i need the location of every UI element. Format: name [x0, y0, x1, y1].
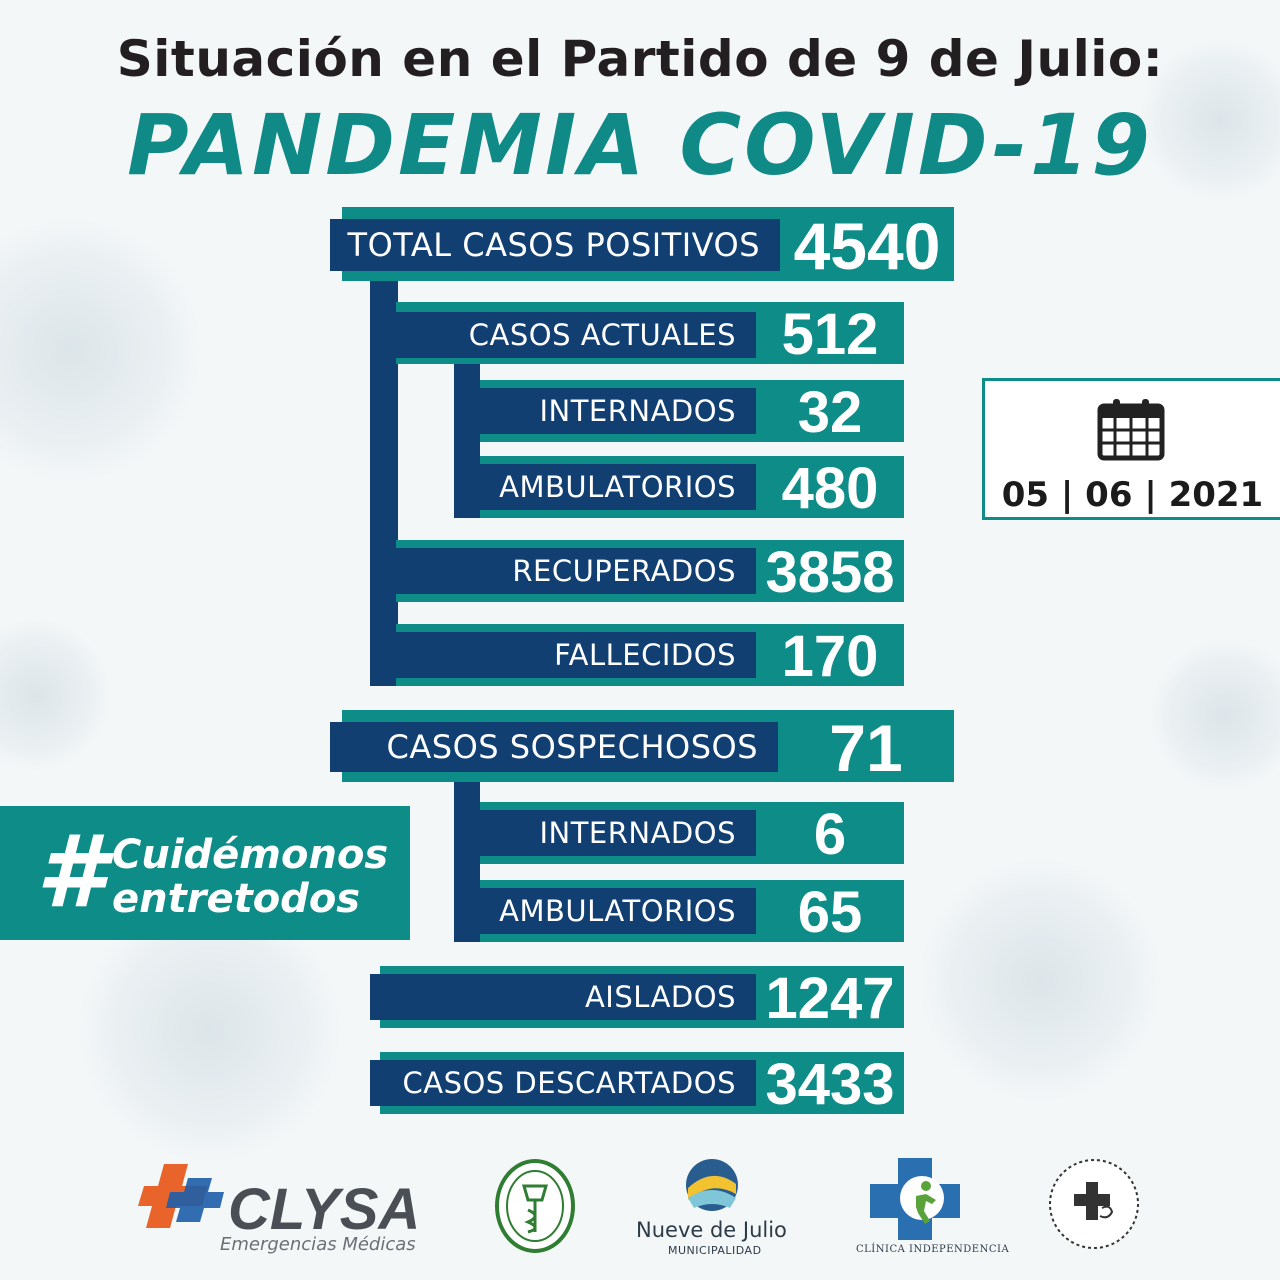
hashtag-banner: # Cuidémonos entretodos [0, 806, 410, 940]
hashtag-line1: Cuidémonos [112, 832, 389, 878]
stat-sospechosos: CASOS SOSPECHOSOS 71 [330, 710, 954, 785]
stat-value: 71 [829, 711, 903, 785]
tree-connector [370, 266, 398, 686]
hashtag-line2: entretodos [112, 876, 361, 922]
stat-descartados: CASOS DESCARTADOS 3433 [370, 1052, 904, 1117]
stat-label: INTERNADOS [480, 810, 756, 856]
stat-value: 3433 [765, 1052, 895, 1117]
stat-value: 512 [781, 302, 879, 367]
stat-value: 170 [781, 624, 879, 689]
date-box: 05 | 06 | 2021 [982, 378, 1280, 520]
stat-total: TOTAL CASOS POSITIVOS 4540 [330, 207, 954, 283]
stat-aislados: AISLADOS 1247 [370, 966, 904, 1031]
tree-connector [454, 354, 480, 518]
virus-bg-decoration [920, 860, 1160, 1100]
stat-recuperados: RECUPERADOS 3858 [396, 540, 904, 605]
calendar-icon [1097, 399, 1165, 461]
stat-value: 4540 [793, 209, 941, 283]
stat-internados: INTERNADOS 32 [480, 380, 904, 445]
page-subtitle: PANDEMIA COVID-19 [127, 96, 1153, 194]
stat-sospechosos-internados: INTERNADOS 6 [480, 802, 904, 867]
clysa-logo-text: CLYSA [228, 1177, 421, 1242]
stat-value: 6 [813, 802, 847, 867]
clinica-independencia-logo-text: CLÍNICA INDEPENDENCIA [856, 1244, 1010, 1255]
stat-ambulatorios: AMBULATORIOS 480 [480, 456, 904, 521]
nueve-de-julio-logo-text: Nueve de Julio [636, 1218, 787, 1242]
stat-value: 65 [797, 880, 863, 945]
stat-sospechosos-ambulatorios: AMBULATORIOS 65 [480, 880, 904, 945]
stat-label: CASOS ACTUALES [396, 312, 756, 358]
clinica-independencia-logo-icon [870, 1158, 960, 1240]
cross-seal-icon [1049, 1159, 1139, 1249]
stat-actuales: CASOS ACTUALES 512 [396, 302, 904, 367]
stat-label: CASOS DESCARTADOS [370, 1060, 756, 1106]
circulo-medico-seal-icon [495, 1159, 575, 1253]
stat-value: 3858 [765, 540, 895, 605]
virus-bg-decoration [0, 220, 200, 480]
stat-label: INTERNADOS [480, 388, 756, 434]
tree-connector [454, 770, 480, 942]
stat-value: 32 [797, 380, 863, 445]
stat-label: TOTAL CASOS POSITIVOS [330, 219, 780, 271]
virus-bg-decoration [1140, 40, 1280, 200]
stat-label: CASOS SOSPECHOSOS [330, 722, 778, 772]
stat-label: RECUPERADOS [396, 548, 756, 594]
virus-bg-decoration [1150, 640, 1280, 790]
virus-bg-decoration [80, 900, 340, 1160]
stat-label: FALLECIDOS [396, 632, 756, 678]
page-title: Situación en el Partido de 9 de Julio: [116, 30, 1164, 88]
stat-label: AISLADOS [370, 974, 756, 1020]
stat-value: 1247 [765, 966, 895, 1031]
clysa-logo-subtitle: Emergencias Médicas [220, 1234, 416, 1255]
stat-label: AMBULATORIOS [480, 464, 756, 510]
hashtag-symbol: # [36, 813, 106, 930]
stat-value: 480 [781, 456, 879, 521]
date-text: 05 | 06 | 2021 [1001, 475, 1264, 515]
stat-fallecidos: FALLECIDOS 170 [396, 624, 904, 689]
nueve-de-julio-logo-icon [686, 1159, 738, 1211]
nueve-de-julio-logo-subtitle: MUNICIPALIDAD [668, 1244, 762, 1257]
clysa-logo-icon [138, 1164, 224, 1228]
virus-bg-decoration [0, 620, 110, 770]
stat-label: AMBULATORIOS [480, 888, 756, 934]
